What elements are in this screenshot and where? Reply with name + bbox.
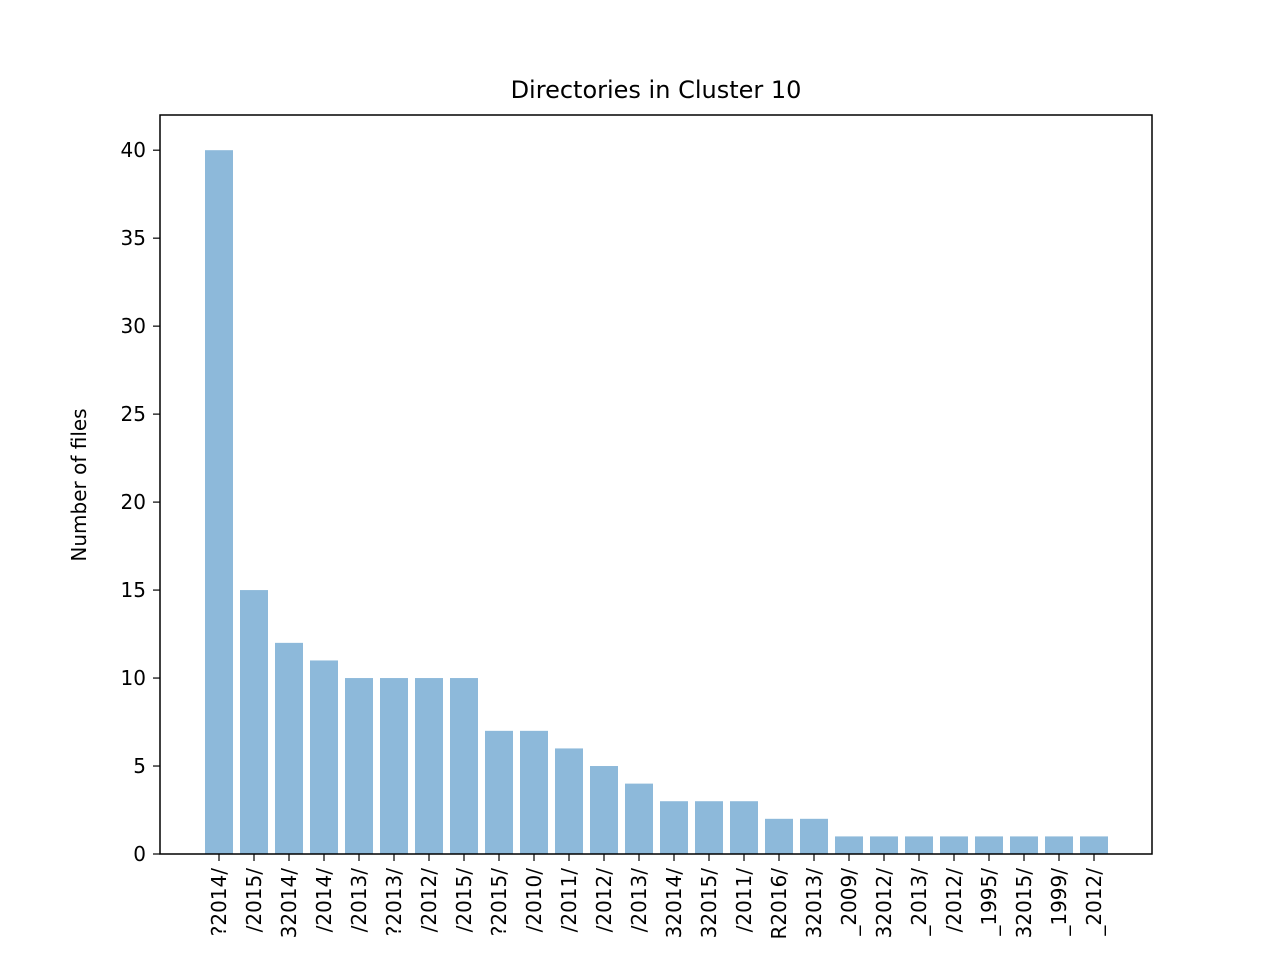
y-tick-label-1: 5 bbox=[133, 754, 146, 778]
bar-16 bbox=[765, 818, 793, 854]
y-tick-label-5: 25 bbox=[121, 402, 146, 426]
bar-17 bbox=[800, 818, 828, 854]
bars-group bbox=[205, 150, 1108, 854]
bar-23 bbox=[1010, 836, 1038, 854]
bar-12 bbox=[625, 783, 653, 854]
x-tick-label-3: /2014/ bbox=[312, 868, 336, 933]
x-tick-label-0: ?2014/ bbox=[207, 868, 231, 937]
x-tick-label-22: _1995/ bbox=[977, 868, 1001, 937]
bar-2 bbox=[275, 642, 303, 854]
x-tick-label-11: /2012/ bbox=[592, 868, 616, 933]
x-tick-label-5: ?2013/ bbox=[382, 868, 406, 937]
bar-5 bbox=[380, 678, 408, 854]
y-tick-label-3: 15 bbox=[121, 578, 146, 602]
bar-21 bbox=[940, 836, 968, 854]
y-axis-ticks: 0 5 10 15 20 25 30 35 40 bbox=[121, 138, 160, 866]
x-tick-label-18: _2009/ bbox=[837, 868, 861, 937]
y-axis-label: Number of files bbox=[67, 408, 91, 561]
x-tick-label-15: /2011/ bbox=[732, 868, 756, 933]
x-tick-label-2: 32014/ bbox=[277, 868, 301, 939]
y-tick-label-7: 35 bbox=[121, 226, 146, 250]
bar-14 bbox=[695, 801, 723, 854]
bar-18 bbox=[835, 836, 863, 854]
bar-20 bbox=[905, 836, 933, 854]
plot-area-frame bbox=[159, 114, 1153, 855]
x-tick-label-10: /2011/ bbox=[557, 868, 581, 933]
x-tick-label-1: /2015/ bbox=[242, 868, 266, 933]
bar-25 bbox=[1080, 836, 1108, 854]
bar-13 bbox=[660, 801, 688, 854]
x-tick-label-19: 32012/ bbox=[872, 868, 896, 939]
x-tick-label-6: /2012/ bbox=[417, 868, 441, 933]
x-tick-label-13: 32014/ bbox=[662, 868, 686, 939]
y-tick-label-0: 0 bbox=[133, 842, 146, 866]
bar-11 bbox=[590, 766, 618, 854]
chart-title: Directories in Cluster 10 bbox=[511, 76, 802, 104]
bar-10 bbox=[555, 748, 583, 854]
y-tick-label-8: 40 bbox=[121, 138, 146, 162]
x-tick-label-20: _2013/ bbox=[907, 868, 931, 937]
x-tick-label-23: 32015/ bbox=[1012, 868, 1036, 939]
x-tick-label-4: /2013/ bbox=[347, 868, 371, 933]
bar-19 bbox=[870, 836, 898, 854]
bar-1 bbox=[240, 590, 268, 854]
y-tick-label-4: 20 bbox=[121, 490, 146, 514]
bar-6 bbox=[415, 678, 443, 854]
bar-15 bbox=[730, 801, 758, 854]
bar-0 bbox=[205, 150, 233, 854]
bar-24 bbox=[1045, 836, 1073, 854]
x-tick-label-8: ?2015/ bbox=[487, 868, 511, 937]
x-axis-ticks: ?2014/ /2015/32014/ /2014/ /2013/ ?2013/ /201… bbox=[207, 854, 1106, 940]
x-tick-label-17: 32013/ bbox=[802, 868, 826, 939]
x-tick-label-24: _1999/ bbox=[1047, 868, 1071, 937]
x-tick-label-9: /2010/ bbox=[522, 868, 546, 933]
bar-4 bbox=[345, 678, 373, 854]
bar-22 bbox=[975, 836, 1003, 854]
x-tick-label-7: /2015/ bbox=[452, 868, 476, 933]
bar-9 bbox=[520, 730, 548, 854]
x-tick-label-14: 32015/ bbox=[697, 868, 721, 939]
x-tick-label-25: _2012/ bbox=[1082, 868, 1106, 937]
bar-3 bbox=[310, 660, 338, 854]
x-tick-label-16: R2016/ bbox=[767, 868, 791, 940]
x-tick-label-21: /2012/ bbox=[942, 868, 966, 933]
x-tick-label-12: /2013/ bbox=[627, 868, 651, 933]
y-tick-label-2: 10 bbox=[121, 666, 146, 690]
y-tick-label-6: 30 bbox=[121, 314, 146, 338]
bar-7 bbox=[450, 678, 478, 854]
bar-8 bbox=[485, 730, 513, 854]
